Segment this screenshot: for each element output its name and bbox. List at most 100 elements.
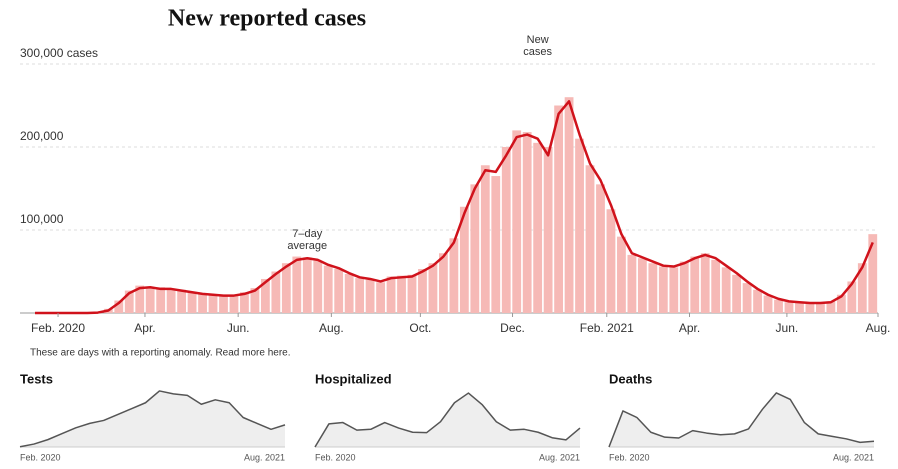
area-fill	[315, 393, 580, 447]
bar	[816, 303, 825, 313]
panel-end-label: Aug. 2021	[539, 452, 580, 462]
panel-title: Hospitalized	[315, 371, 392, 386]
panel-title: Tests	[20, 371, 53, 386]
bar	[627, 254, 637, 313]
bar	[156, 287, 166, 313]
bar	[721, 267, 731, 313]
note: These are days with a reporting anomaly.…	[30, 348, 291, 359]
bar	[742, 283, 752, 313]
annotation: cases	[523, 46, 552, 58]
sparkline	[19, 390, 286, 448]
bar	[376, 282, 385, 313]
bar	[480, 165, 490, 313]
bar	[763, 295, 773, 313]
bar	[585, 165, 595, 313]
x-tick-label: Feb. 2021	[580, 321, 634, 335]
y-tick-label: 100,000	[20, 212, 64, 226]
bar	[700, 253, 710, 313]
average-line	[35, 100, 874, 315]
bar	[166, 289, 176, 313]
bar	[868, 234, 878, 313]
bar	[323, 265, 333, 313]
bar	[690, 256, 700, 313]
bar	[313, 260, 323, 313]
bar	[281, 263, 291, 313]
annotation: average	[287, 240, 327, 252]
bar	[292, 256, 302, 313]
area-fill	[20, 390, 285, 447]
bar	[669, 267, 679, 313]
bar	[826, 301, 836, 313]
bar	[124, 290, 134, 313]
bar	[658, 266, 668, 313]
bar	[774, 299, 783, 313]
y-tick-label: 300,000 cases	[20, 46, 98, 60]
bar	[386, 276, 396, 313]
bar	[344, 273, 354, 313]
bar	[711, 259, 721, 313]
bar	[219, 294, 228, 313]
bar	[114, 300, 124, 313]
bar	[459, 206, 469, 313]
bar	[418, 269, 427, 313]
bar	[355, 278, 365, 313]
bar	[449, 238, 459, 313]
bar	[208, 294, 218, 313]
bar	[795, 302, 804, 313]
bar	[679, 261, 689, 313]
bar	[198, 293, 207, 313]
annotation: 7–day	[292, 228, 322, 240]
bar	[260, 278, 270, 313]
bar	[334, 269, 344, 313]
bar	[805, 303, 815, 313]
bar	[596, 184, 605, 313]
annotation: New	[527, 34, 549, 46]
x-tick-label: Jun.	[776, 321, 799, 335]
bar	[439, 253, 448, 313]
bar	[145, 288, 155, 313]
x-tick-label: Aug.	[319, 321, 344, 335]
bar	[554, 105, 564, 313]
bar	[564, 97, 574, 313]
bar	[836, 294, 846, 313]
x-tick-label: Dec.	[500, 321, 525, 335]
bar	[365, 279, 375, 313]
panel-end-label: Aug. 2021	[244, 452, 285, 462]
bar	[397, 275, 406, 313]
x-tick-label: Jun.	[227, 321, 250, 335]
bar	[428, 263, 438, 313]
bar	[784, 302, 794, 313]
x-tick-label: Apr.	[134, 321, 155, 335]
bar	[606, 209, 616, 313]
bar	[470, 184, 480, 313]
bar	[491, 176, 501, 313]
bar	[575, 138, 584, 313]
bar	[271, 271, 281, 313]
panel-title: Deaths	[609, 371, 652, 386]
x-tick-label: Apr.	[679, 321, 700, 335]
bar	[847, 281, 857, 313]
bar	[250, 288, 260, 313]
bar	[732, 274, 742, 313]
bar	[135, 285, 145, 313]
bar	[240, 292, 249, 313]
bar	[648, 263, 658, 313]
sparkline	[608, 392, 875, 448]
bar	[753, 289, 762, 313]
bar	[533, 142, 543, 313]
panel-start-label: Feb. 2020	[20, 452, 61, 462]
bar	[187, 292, 197, 313]
bar	[302, 257, 312, 313]
area-fill	[609, 392, 874, 447]
bar	[177, 289, 187, 313]
sparkline	[314, 392, 581, 448]
panel-end-label: Aug. 2021	[833, 452, 874, 462]
bar	[501, 147, 511, 313]
chart-title: New reported cases	[168, 6, 366, 32]
panel-start-label: Feb. 2020	[315, 452, 356, 462]
x-tick-label: Feb. 2020	[31, 321, 85, 335]
x-tick-label: Oct.	[409, 321, 431, 335]
bar	[637, 258, 647, 313]
bar	[512, 130, 522, 313]
